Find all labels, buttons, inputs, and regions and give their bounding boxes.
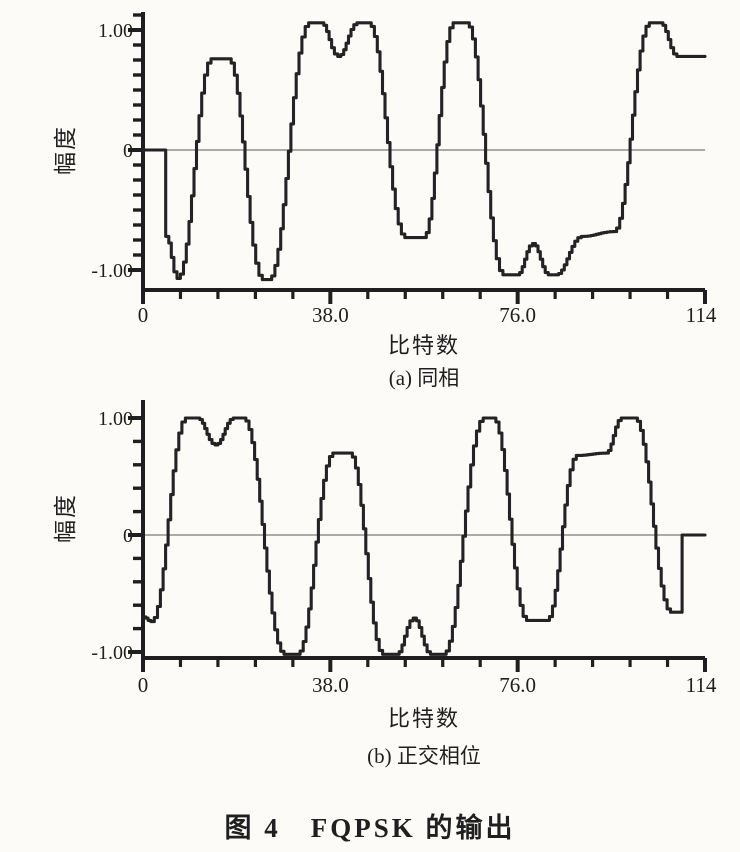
y-tick-label: 1.00	[98, 408, 133, 430]
axes	[141, 400, 705, 660]
chart-b-canvas: 1.000-1.000 38.0 76.0 114	[91, 400, 717, 697]
y-tick-label: 0	[123, 525, 133, 547]
waveform-in-phase-output	[141, 21, 707, 282]
chart-a-canvas: 1.000-1.000 38.0 76.0 114	[91, 12, 717, 327]
y-tick-label: -1.00	[91, 260, 133, 282]
chart-b-subcaption: (b) 正交相位	[367, 744, 481, 768]
figure-caption: 图 4 FQPSK 的输出	[224, 813, 516, 843]
x-tick-label: 38.0	[312, 303, 349, 327]
y-tick-label: -1.00	[91, 642, 133, 664]
chart-a-xlabel: 比特数	[387, 333, 460, 358]
chart-a-subcaption: (a) 同相	[388, 366, 460, 390]
x-tick-label: 0	[138, 303, 149, 327]
x-tick-label: 114	[686, 303, 717, 327]
x-tick-label: 76.0	[499, 673, 536, 697]
chart-b-xlabel: 比特数	[387, 706, 460, 731]
waveform-quadrature-output	[141, 416, 707, 656]
chart-b-ylabel: 幅度	[53, 493, 78, 543]
x-tick-label: 76.0	[499, 303, 536, 327]
axes	[141, 12, 705, 292]
x-tick-label: 0	[138, 673, 149, 697]
x-tick-label: 38.0	[312, 673, 349, 697]
x-tick-label: 114	[686, 673, 717, 697]
chart-a-ylabel: 幅度	[53, 125, 78, 175]
y-tick-label: 0	[123, 140, 133, 162]
y-tick-label: 1.00	[98, 20, 133, 42]
